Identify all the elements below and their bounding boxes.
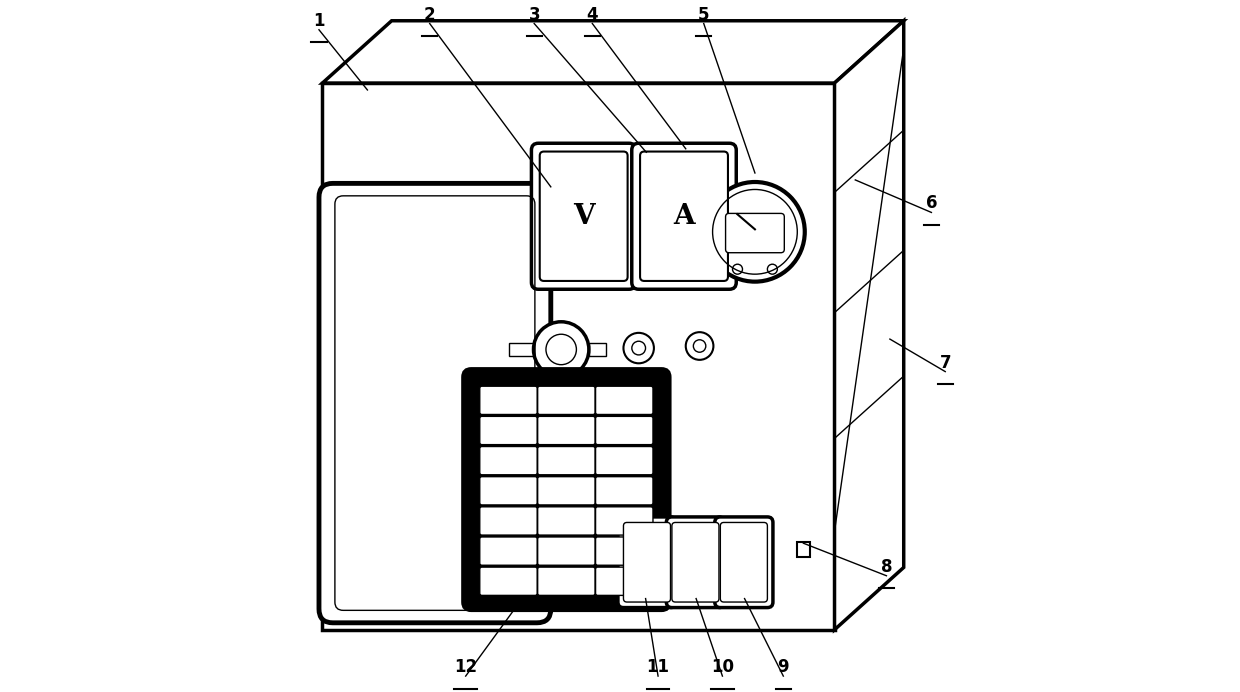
Text: 5: 5 (698, 6, 709, 24)
FancyBboxPatch shape (640, 152, 728, 281)
FancyBboxPatch shape (538, 537, 595, 565)
FancyBboxPatch shape (480, 567, 537, 595)
FancyBboxPatch shape (595, 417, 653, 445)
FancyBboxPatch shape (595, 507, 653, 535)
FancyBboxPatch shape (538, 507, 595, 535)
Text: 4: 4 (587, 6, 598, 24)
Polygon shape (322, 21, 904, 83)
FancyBboxPatch shape (532, 143, 636, 289)
FancyBboxPatch shape (319, 183, 551, 623)
FancyBboxPatch shape (538, 477, 595, 505)
Circle shape (533, 322, 589, 377)
Circle shape (686, 332, 713, 360)
Text: 10: 10 (711, 658, 734, 676)
FancyBboxPatch shape (714, 517, 773, 608)
FancyBboxPatch shape (595, 386, 653, 415)
Text: 7: 7 (940, 354, 951, 372)
Text: 11: 11 (646, 658, 670, 676)
Text: 3: 3 (528, 6, 539, 24)
FancyBboxPatch shape (480, 417, 537, 445)
Circle shape (624, 333, 653, 363)
FancyBboxPatch shape (631, 143, 737, 289)
FancyBboxPatch shape (480, 537, 537, 565)
Text: 1: 1 (314, 12, 325, 30)
Text: 9: 9 (777, 658, 789, 676)
Text: 6: 6 (925, 194, 937, 212)
FancyBboxPatch shape (666, 517, 724, 608)
Text: 2: 2 (424, 6, 435, 24)
FancyBboxPatch shape (618, 517, 676, 608)
FancyBboxPatch shape (538, 567, 595, 595)
Text: V: V (573, 203, 594, 230)
FancyBboxPatch shape (538, 386, 595, 415)
FancyBboxPatch shape (480, 446, 537, 475)
FancyBboxPatch shape (595, 477, 653, 505)
FancyBboxPatch shape (480, 507, 537, 535)
Text: A: A (673, 203, 694, 230)
Circle shape (706, 182, 805, 282)
FancyBboxPatch shape (480, 477, 537, 505)
FancyBboxPatch shape (624, 522, 671, 602)
FancyBboxPatch shape (463, 369, 670, 610)
FancyBboxPatch shape (538, 446, 595, 475)
FancyBboxPatch shape (595, 537, 653, 565)
Polygon shape (835, 21, 904, 630)
FancyBboxPatch shape (725, 213, 785, 253)
Text: 8: 8 (880, 558, 892, 576)
FancyBboxPatch shape (539, 152, 627, 281)
FancyBboxPatch shape (538, 417, 595, 445)
FancyBboxPatch shape (595, 567, 653, 595)
FancyBboxPatch shape (595, 446, 653, 475)
FancyBboxPatch shape (480, 386, 537, 415)
FancyBboxPatch shape (720, 522, 768, 602)
FancyBboxPatch shape (672, 522, 719, 602)
Text: 12: 12 (454, 658, 477, 676)
